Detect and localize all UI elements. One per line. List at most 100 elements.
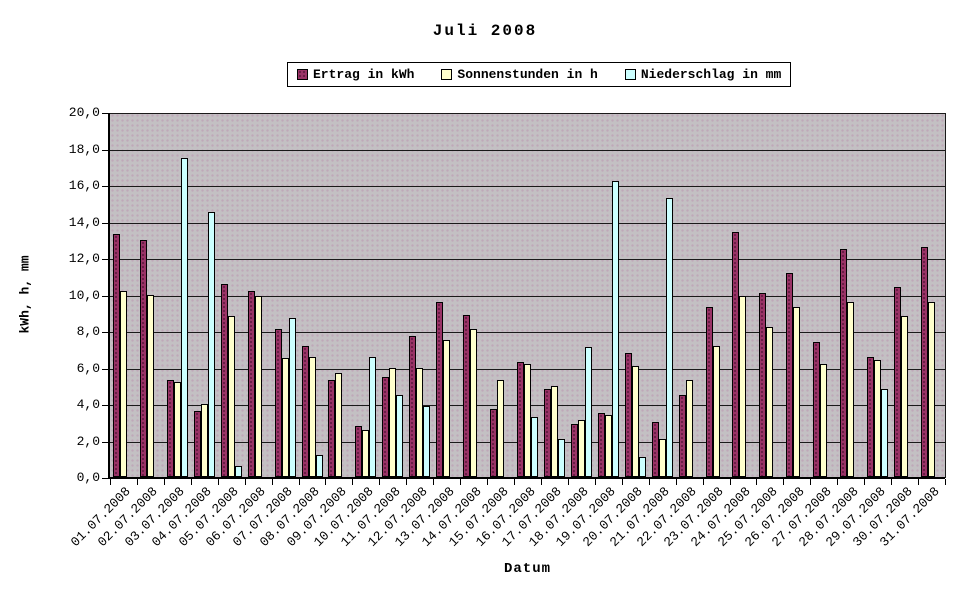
bar-niederschlag (180, 157, 188, 477)
x-axis-line (108, 477, 945, 479)
bar-sonnenstunden (335, 372, 343, 477)
y-tick-label: 20,0 (68, 105, 100, 120)
x-tick-mark (729, 479, 731, 485)
bar-ertrag (355, 425, 363, 477)
bar-ertrag (517, 362, 524, 477)
bar-ertrag (247, 290, 255, 477)
bar-ertrag (597, 413, 605, 477)
legend-item: Ertrag in kWh (297, 67, 414, 82)
x-tick-mark (244, 479, 246, 485)
bar-niederschlag (288, 318, 296, 477)
bar-ertrag (436, 301, 444, 477)
y-tick-mark (102, 186, 108, 187)
bar-sonnenstunden (793, 307, 801, 477)
x-tick-mark (487, 479, 489, 485)
bar-ertrag (193, 411, 201, 477)
bar-ertrag (867, 356, 875, 477)
bar-sonnenstunden (928, 301, 936, 477)
x-tick-mark (325, 479, 327, 485)
x-tick-mark (352, 479, 354, 485)
gridline (110, 149, 945, 151)
legend-item: Sonnenstunden in h (441, 67, 598, 82)
x-tick-mark (621, 479, 623, 485)
x-tick-mark (514, 479, 516, 485)
bar-ertrag (543, 389, 551, 477)
y-tick-mark (102, 441, 108, 443)
bar-ertrag (786, 272, 794, 477)
bar-sonnenstunden (874, 360, 882, 477)
y-tick-label: 0,0 (76, 470, 100, 485)
bar-sonnenstunden (281, 358, 289, 477)
x-tick-mark (110, 479, 111, 485)
y-tick-mark (102, 332, 108, 333)
y-tick-label: 6,0 (76, 360, 100, 376)
legend-swatch-icon (441, 69, 453, 80)
x-tick-mark (406, 479, 408, 485)
bar-ertrag (166, 380, 174, 477)
bar-ertrag (894, 287, 902, 477)
bar-sonnenstunden (362, 429, 370, 477)
y-tick-label: 16,0 (68, 178, 100, 193)
x-tick-mark (460, 479, 462, 485)
gridline (110, 259, 945, 260)
x-tick-mark (675, 479, 677, 485)
y-tick-label: 18,0 (68, 141, 100, 157)
y-tick-label: 4,0 (76, 397, 100, 412)
bar-niederschlag (584, 347, 592, 477)
bar-ertrag (840, 248, 848, 477)
bar-sonnenstunden (497, 380, 505, 477)
bar-niederschlag (315, 455, 323, 477)
x-tick-mark (891, 479, 893, 485)
y-tick-mark (102, 478, 108, 479)
bar-niederschlag (665, 197, 673, 477)
y-tick-label: 2,0 (76, 433, 100, 449)
legend-label: Ertrag in kWh (313, 67, 415, 82)
y-tick-mark (102, 149, 108, 151)
x-axis-title: Datum (503, 561, 551, 577)
bar-niederschlag (207, 212, 215, 477)
x-tick-mark (298, 479, 300, 485)
bar-niederschlag (611, 181, 619, 477)
bar-niederschlag (638, 456, 646, 477)
bar-sonnenstunden (550, 385, 558, 477)
bar-ertrag (409, 336, 417, 477)
bar-ertrag (490, 409, 498, 477)
bar-sonnenstunden (146, 294, 154, 477)
gridline (110, 295, 945, 297)
bar-sonnenstunden (389, 367, 397, 477)
y-tick-mark (102, 405, 108, 406)
x-tick-mark (945, 479, 946, 485)
y-tick-mark (102, 259, 108, 260)
x-tick-mark (567, 479, 569, 485)
x-tick-mark (379, 479, 381, 485)
bar-sonnenstunden (227, 316, 235, 477)
bar-sonnenstunden (685, 380, 693, 477)
legend-label: Niederschlag in mm (640, 67, 782, 82)
y-tick-mark (102, 368, 108, 370)
bar-sonnenstunden (577, 420, 585, 477)
gridline (110, 186, 945, 187)
bar-ertrag (732, 232, 740, 477)
bar-ertrag (220, 283, 228, 477)
bar-niederschlag (557, 438, 565, 477)
gridline (110, 113, 945, 114)
bar-sonnenstunden (820, 363, 828, 477)
x-tick-mark (271, 479, 273, 485)
bar-ertrag (705, 307, 713, 477)
x-tick-mark (163, 479, 165, 485)
bar-sonnenstunden (901, 316, 909, 477)
x-tick-mark (810, 479, 812, 485)
bar-ertrag (813, 341, 821, 477)
x-tick-mark (756, 479, 758, 485)
bar-ertrag (112, 234, 120, 477)
x-tick-mark (136, 479, 138, 485)
x-tick-mark (702, 479, 704, 485)
x-tick-mark (594, 479, 596, 485)
y-tick-label: 10,0 (68, 287, 100, 303)
bar-ertrag (382, 376, 390, 477)
x-tick-mark (433, 479, 435, 485)
y-tick-label: 12,0 (68, 251, 100, 266)
x-tick-mark (783, 479, 785, 485)
x-tick-mark (648, 479, 650, 485)
